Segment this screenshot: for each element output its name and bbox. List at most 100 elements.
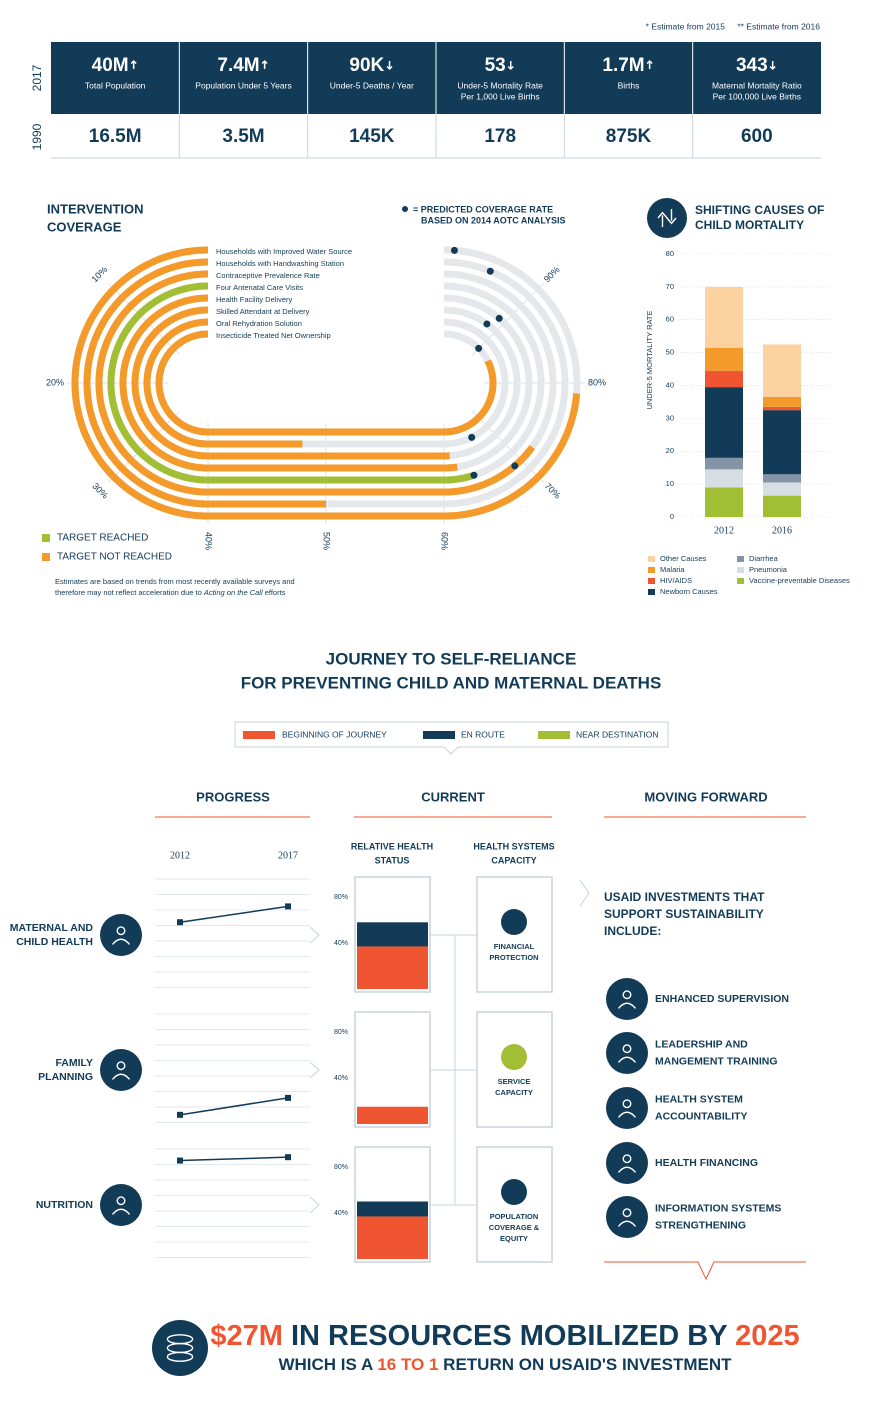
predicted-dot [486, 267, 494, 275]
forward-item: HEALTH FINANCING [655, 1157, 758, 1169]
status-bar [357, 1216, 428, 1259]
x-tick-label: 2016 [772, 525, 792, 536]
legend-swatch [538, 731, 570, 739]
legend-label: Malaria [660, 565, 685, 574]
forward-heading: SUPPORT SUSTAINABILITY [604, 907, 764, 921]
year-label: 2012 [170, 850, 190, 861]
coverage-lane [95, 270, 536, 496]
chart-title: SHIFTING CAUSES OF [695, 203, 824, 217]
section-title: FOR PREVENTING CHILD AND MATERNAL DEATHS [241, 673, 662, 692]
row-label: PLANNING [38, 1071, 93, 1083]
trend-arrow [261, 59, 268, 69]
y-tick-label: 40 [666, 380, 674, 389]
legend-swatch [737, 567, 744, 573]
icon-shape [617, 1220, 637, 1227]
status-bar [357, 1106, 428, 1124]
capacity-dot [501, 1179, 527, 1205]
progress-point [285, 1154, 291, 1161]
headline-part: 2025 [735, 1320, 800, 1352]
tick-label: 30% [90, 481, 110, 501]
legend-swatch [42, 553, 50, 561]
icon-shape [617, 1111, 637, 1118]
stat-label: Per 1,000 Live Births [461, 91, 540, 101]
headline: $27M IN RESOURCES MOBILIZED BY 2025 [210, 1320, 799, 1352]
legend-swatch [423, 731, 455, 739]
row-label: 1990 [30, 123, 44, 150]
sub-header: CAPACITY [491, 855, 536, 865]
icon-shape [111, 1208, 131, 1215]
predicted-dot [511, 462, 519, 470]
coverage-lane [83, 258, 326, 508]
note-part: therefore may not reflect acceleration d… [55, 588, 204, 597]
lane-label: Households with Improved Water Source [216, 247, 352, 256]
stat-label: Under-5 Deaths / Year [330, 80, 414, 90]
stat-value: 90K [349, 55, 384, 76]
bar-segment [763, 482, 801, 496]
row-label: CHILD HEALTH [16, 936, 93, 948]
lane-label: Health Facility Delivery [216, 295, 293, 304]
icon-circle [152, 1320, 208, 1376]
predicted-dot [495, 314, 503, 322]
stat-value-1990: 875K [606, 126, 652, 147]
x-tick-label: 2012 [714, 525, 734, 536]
status-bar [357, 1201, 428, 1217]
row-label: NUTRITION [36, 1199, 93, 1211]
headline-part: $27M [210, 1320, 283, 1352]
subline-part: 16 TO 1 [377, 1355, 438, 1374]
row-label: FAMILY [55, 1057, 93, 1069]
year-label: 2017 [278, 850, 298, 861]
icon-shape [116, 1061, 126, 1071]
column-header: PROGRESS [196, 789, 270, 804]
progress-point [285, 903, 291, 910]
tick-label: 70% [543, 481, 563, 501]
headline-part: IN RESOURCES MOBILIZED BY [283, 1320, 735, 1352]
legend-label: EN ROUTE [461, 729, 505, 739]
status-tick-label: 80% [334, 894, 348, 901]
icon-shape [657, 209, 677, 227]
stat-value: 343 [736, 55, 768, 76]
predicted-note: BASED ON 2014 AOTC ANALYSIS [421, 215, 566, 225]
pointer [579, 879, 590, 907]
coverage-lane [71, 246, 581, 520]
stat-value-1990: 178 [484, 126, 516, 147]
subline-part: WHICH IS A [278, 1355, 377, 1374]
tick-label: 50% [322, 532, 332, 550]
icon-shape [622, 1208, 632, 1218]
icon-shape [617, 1002, 637, 1009]
lane-label: Skilled Attendant at Delivery [216, 307, 310, 316]
legend-label: HIV/AIDS [660, 576, 692, 585]
note-part: Acting on the Call [203, 588, 263, 597]
lane-label: Insecticide Treated Net Ownership [216, 331, 331, 340]
icon [606, 1142, 648, 1184]
legend-label: Pneumonia [749, 565, 788, 574]
bar-segment [763, 344, 801, 398]
bar-segment [763, 410, 801, 475]
bar-segment [705, 370, 743, 388]
capacity-label: COVERAGE & [489, 1223, 540, 1232]
sub-header: STATUS [375, 855, 410, 865]
sub-header: RELATIVE HEALTH [351, 841, 433, 851]
footnote-key: * Estimate from 2015 [646, 21, 726, 31]
bar-segment [763, 474, 801, 483]
status-tick-label: 40% [334, 1210, 348, 1217]
predicted-dot [450, 246, 458, 254]
progress-line [179, 1097, 289, 1116]
chart-title: COVERAGE [47, 219, 122, 234]
tick-label: 80% [588, 377, 606, 387]
coverage-lane [107, 282, 475, 484]
icon [100, 914, 142, 956]
legend-label: BEGINNING OF JOURNEY [282, 729, 387, 739]
note-part: efforts [263, 588, 286, 597]
forward-item: MANGEMENT TRAINING [655, 1055, 778, 1067]
forward-heading: INCLUDE: [604, 924, 661, 938]
icon-shape [617, 1056, 637, 1063]
predicted-dot [468, 433, 476, 441]
pointer [309, 1196, 320, 1214]
tick-label: 40% [204, 532, 214, 550]
estimate-marker: ** [476, 53, 484, 64]
chart-title: CHILD MORTALITY [695, 218, 804, 232]
forward-item: INFORMATION SYSTEMS [655, 1202, 781, 1214]
progress-line [179, 1156, 289, 1162]
footnote-key: ** Estimate from 2016 [737, 21, 820, 31]
